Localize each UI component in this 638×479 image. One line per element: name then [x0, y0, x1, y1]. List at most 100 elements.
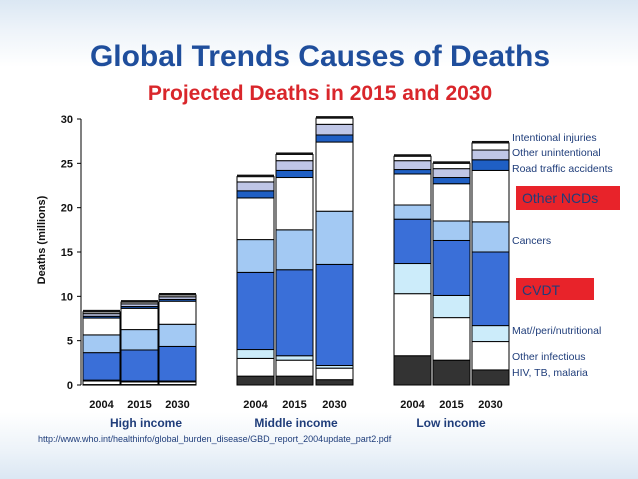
bar-top-cap [394, 154, 431, 157]
bar-segment [82, 380, 121, 386]
bar-segment [315, 263, 354, 366]
bar-segment [471, 251, 510, 327]
x-tick-label: 2004 [243, 399, 268, 411]
bar-segment [275, 355, 314, 361]
bar-segment [393, 263, 432, 295]
bar-segment [432, 359, 471, 386]
y-tick-label: 15 [61, 247, 73, 259]
source-url: http://www.who.int/healthinfo/global_bur… [38, 434, 392, 444]
bar-segment [120, 329, 159, 351]
bar-segment [471, 369, 510, 386]
bar-segment [82, 352, 121, 381]
bar-segment [275, 160, 314, 171]
bar-segment [82, 317, 121, 336]
bar-segment [393, 218, 432, 265]
x-tick-label: 2030 [165, 399, 189, 411]
bar-segment [432, 220, 471, 241]
bar-segment [236, 271, 275, 351]
legend-mat-peri-nutritional: Mat//peri/nutritional [512, 325, 601, 337]
bar-segment [275, 153, 314, 162]
x-tick-label: 2004 [400, 399, 425, 411]
x-tick-label: 2004 [89, 399, 114, 411]
legend-other-unintentional: Other unintentional [512, 147, 601, 159]
y-tick-label: 5 [67, 336, 73, 348]
x-ticks: 2004 2015 2030 2004 2015 2030 2004 2015 2030 [89, 399, 502, 411]
bar-segment [471, 341, 510, 371]
bar-segment [393, 155, 432, 162]
bar-segment [315, 134, 354, 143]
bar-segment [315, 117, 354, 125]
bar-segment [393, 293, 432, 357]
x-tick-label: 2015 [439, 399, 463, 411]
bar-segment [275, 375, 314, 386]
y-axis: 0 5 10 15 20 25 30 [61, 114, 82, 392]
y-axis-label: Deaths (millions) [36, 195, 48, 284]
bar-segment [393, 173, 432, 206]
bar-top-cap [472, 140, 509, 144]
bar-segment [471, 221, 510, 253]
bar-segment [120, 349, 159, 382]
bar-segment [432, 168, 471, 179]
bar-segment [236, 239, 275, 273]
other-ncds-highlight-box [516, 186, 620, 210]
bar-segment [432, 294, 471, 319]
bar-segment [236, 349, 275, 359]
bar-top-cap [433, 161, 470, 164]
x-tick-label: 2015 [282, 399, 306, 411]
bar-segment [158, 323, 197, 347]
bar-top-cap [276, 152, 313, 155]
bar-top-cap [83, 309, 120, 313]
bar-segment [236, 176, 275, 183]
bar-segment [393, 160, 432, 171]
bar-segment [432, 183, 471, 222]
bar-segment [236, 357, 275, 377]
bar-segment [315, 379, 354, 386]
legend-hiv-tb-malaria: HIV, TB, malaria [512, 367, 588, 379]
bar-top-cap [159, 293, 196, 296]
bar-segment [432, 162, 471, 170]
group-label-low-income: Low income [416, 416, 486, 430]
bar-segment [236, 197, 275, 241]
bar-segment [432, 317, 471, 361]
bar-segment [393, 355, 432, 386]
bar-top-cap [237, 174, 274, 178]
bar-segment [432, 177, 471, 185]
bar-segment [393, 204, 432, 220]
bar-segment [315, 141, 354, 212]
group-label-middle-income: Middle income [254, 416, 338, 430]
bars [82, 116, 510, 386]
bar-segment [432, 239, 471, 296]
y-tick-label: 20 [61, 203, 73, 215]
legend-cvdt: CVDT [522, 282, 561, 298]
bar-segment [275, 229, 314, 271]
bar-segment [393, 169, 432, 175]
x-tick-label: 2030 [322, 399, 346, 411]
legend-other-ncds: Other NCDs [522, 190, 598, 206]
bar-segment [236, 375, 275, 386]
bar-segment [275, 269, 314, 357]
legend-other-infectious: Other infectious [512, 351, 586, 363]
bar-segment [471, 142, 510, 151]
bar-top-cap [316, 116, 353, 119]
bar-segment [275, 359, 314, 377]
bar-segment [471, 149, 510, 161]
bar-segment [471, 325, 510, 343]
legend-road-traffic-accidents: Road traffic accidents [512, 163, 613, 175]
x-tick-label: 2030 [478, 399, 502, 411]
y-tick-label: 25 [61, 158, 73, 170]
bar-segment [275, 177, 314, 231]
bar-segment [120, 307, 159, 331]
legend-cancers: Cancers [512, 235, 551, 247]
legend-intentional-injuries: Intentional injuries [512, 132, 597, 144]
x-tick-label: 2015 [127, 399, 151, 411]
bar-segment [82, 334, 121, 354]
bar-segment [158, 300, 197, 325]
y-tick-label: 0 [67, 380, 73, 392]
bar-segment [315, 210, 354, 265]
bar-segment [275, 169, 314, 179]
chart-subtitle: Projected Deaths in 2015 and 2030 [148, 82, 492, 105]
cvdt-highlight-box [516, 278, 594, 300]
bar-segment [315, 123, 354, 136]
